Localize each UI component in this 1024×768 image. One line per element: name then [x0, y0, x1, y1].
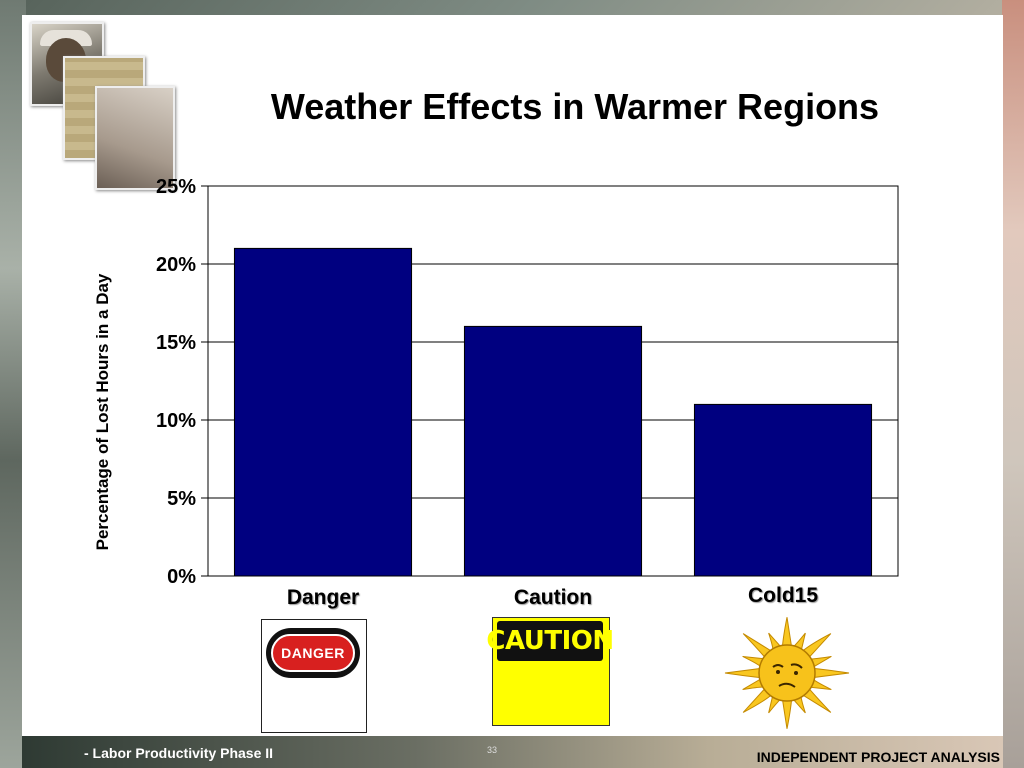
y-tick-label: 20% [156, 254, 196, 276]
x-category-label: Caution [513, 586, 593, 609]
sun-ray [801, 633, 832, 659]
footer-title: - Labor Productivity Phase II [84, 745, 274, 761]
footer-bar [22, 736, 1003, 768]
caution-sign-text: CAUTION [486, 626, 614, 656]
sun-ray [742, 633, 774, 659]
sun-ray [800, 687, 832, 713]
danger-oval: DANGER [266, 628, 360, 678]
y-tick-label: 25% [156, 176, 196, 198]
caution-sign-image: CAUTION [486, 617, 614, 726]
danger-sign-image: DANGER [261, 619, 367, 733]
sun-ray [812, 667, 850, 679]
page-number: 33 [487, 745, 498, 755]
bar-chart: 0% 5% 10% 15% 20% 25% [156, 176, 899, 588]
footer-company: INDEPENDENT PROJECT ANALYSIS [756, 749, 1000, 765]
background-texture-left [0, 0, 26, 768]
sun-left-brow [772, 664, 784, 668]
bar-caution [463, 325, 643, 577]
sun-ray [724, 667, 762, 679]
sun-ray [781, 617, 793, 648]
y-tick-label: 15% [156, 332, 196, 354]
bar-cold15 [693, 403, 873, 577]
sun-ray [742, 687, 773, 713]
y-tick-label: 0% [167, 566, 196, 588]
x-category-label: Danger [286, 586, 360, 609]
caution-band: CAUTION [486, 621, 614, 661]
y-axis-label: Percentage of Lost Hours in a Day [93, 273, 112, 551]
sun-icon [724, 617, 850, 729]
sun-right-brow [790, 663, 803, 669]
y-tick-label: 5% [167, 488, 196, 510]
sun-mouth [778, 682, 796, 688]
crane-photo [95, 86, 175, 190]
x-category-label: Cold15 [747, 584, 819, 607]
y-tick-label: 10% [156, 410, 196, 432]
slide-title: Weather Effects in Warmer Regions [270, 86, 880, 127]
photo-collage [30, 22, 180, 190]
sun-right-eye [794, 671, 798, 675]
sun-face [758, 644, 816, 702]
danger-sign-text: DANGER [271, 634, 355, 672]
sun-left-eye [776, 670, 780, 674]
bar-danger [233, 247, 413, 577]
background-texture-right [1002, 0, 1024, 768]
sun-ray [781, 698, 793, 729]
